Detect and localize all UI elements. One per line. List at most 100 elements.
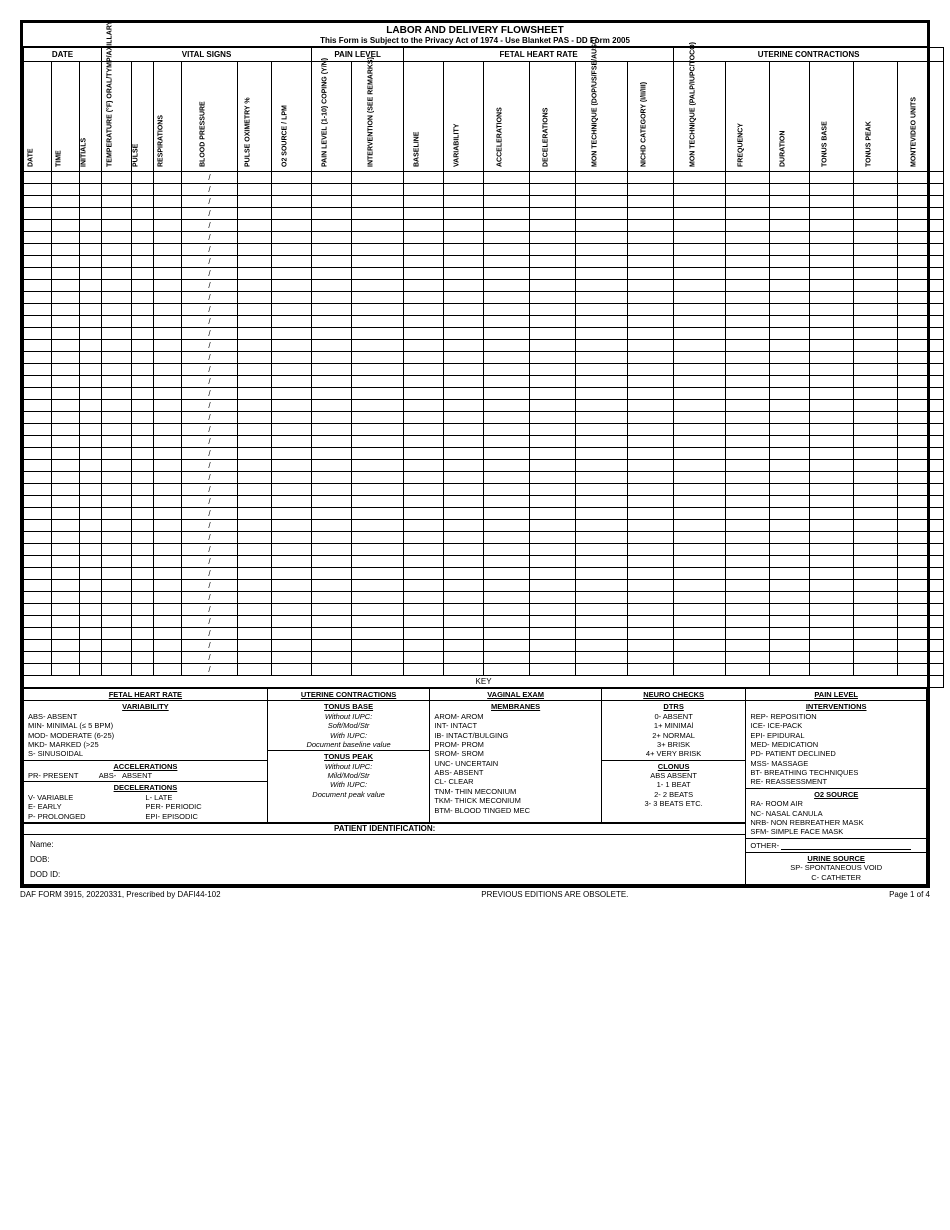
cell[interactable]: [404, 172, 444, 184]
cell[interactable]: [576, 208, 628, 220]
cell[interactable]: [102, 256, 132, 268]
cell[interactable]: [312, 364, 352, 376]
cell[interactable]: [770, 628, 810, 640]
cell[interactable]: [352, 412, 404, 424]
cell[interactable]: [312, 532, 352, 544]
cell[interactable]: [854, 400, 898, 412]
cell[interactable]: [898, 388, 944, 400]
cell[interactable]: [154, 340, 182, 352]
cell[interactable]: [726, 628, 770, 640]
cell[interactable]: [628, 184, 674, 196]
cell[interactable]: [628, 412, 674, 424]
cell[interactable]: [530, 436, 576, 448]
cell[interactable]: [484, 208, 530, 220]
cell[interactable]: [24, 232, 52, 244]
cell[interactable]: [810, 424, 854, 436]
cell[interactable]: [132, 640, 154, 652]
cell[interactable]: [484, 664, 530, 676]
cell[interactable]: [272, 388, 312, 400]
cell[interactable]: [674, 172, 726, 184]
cell[interactable]: [854, 256, 898, 268]
cell[interactable]: [674, 376, 726, 388]
cell[interactable]: [102, 592, 132, 604]
cell[interactable]: [352, 364, 404, 376]
cell[interactable]: [52, 376, 80, 388]
cell[interactable]: [810, 256, 854, 268]
cell[interactable]: [132, 304, 154, 316]
cell[interactable]: [854, 496, 898, 508]
cell[interactable]: [132, 268, 154, 280]
cell[interactable]: [726, 640, 770, 652]
cell[interactable]: [80, 628, 102, 640]
cell[interactable]: [52, 544, 80, 556]
cell[interactable]: [898, 280, 944, 292]
cell[interactable]: [628, 604, 674, 616]
cell[interactable]: [102, 604, 132, 616]
cell[interactable]: [854, 556, 898, 568]
cell[interactable]: [854, 196, 898, 208]
cell[interactable]: /: [182, 520, 238, 532]
cell[interactable]: [484, 244, 530, 256]
cell[interactable]: [898, 580, 944, 592]
cell[interactable]: [80, 508, 102, 520]
cell[interactable]: [898, 508, 944, 520]
cell[interactable]: [154, 352, 182, 364]
cell[interactable]: [404, 532, 444, 544]
cell[interactable]: [404, 364, 444, 376]
cell[interactable]: [484, 364, 530, 376]
cell[interactable]: [352, 508, 404, 520]
cell[interactable]: [674, 220, 726, 232]
cell[interactable]: [154, 520, 182, 532]
cell[interactable]: [726, 244, 770, 256]
cell[interactable]: [24, 580, 52, 592]
cell[interactable]: [530, 292, 576, 304]
cell[interactable]: [576, 292, 628, 304]
cell[interactable]: [854, 520, 898, 532]
cell[interactable]: [810, 496, 854, 508]
cell[interactable]: [102, 424, 132, 436]
cell[interactable]: [484, 436, 530, 448]
cell[interactable]: [770, 436, 810, 448]
cell[interactable]: [102, 448, 132, 460]
cell[interactable]: [674, 208, 726, 220]
cell[interactable]: [576, 568, 628, 580]
cell[interactable]: [238, 208, 272, 220]
cell[interactable]: [272, 424, 312, 436]
cell[interactable]: [628, 520, 674, 532]
cell[interactable]: [854, 640, 898, 652]
cell[interactable]: [352, 280, 404, 292]
cell[interactable]: [628, 496, 674, 508]
cell[interactable]: [80, 460, 102, 472]
cell[interactable]: [272, 580, 312, 592]
cell[interactable]: [154, 604, 182, 616]
cell[interactable]: [770, 316, 810, 328]
cell[interactable]: [132, 460, 154, 472]
cell[interactable]: [238, 652, 272, 664]
cell[interactable]: [726, 364, 770, 376]
cell[interactable]: [24, 412, 52, 424]
cell[interactable]: [352, 532, 404, 544]
cell[interactable]: [404, 580, 444, 592]
cell[interactable]: [80, 532, 102, 544]
data-row[interactable]: /: [24, 472, 944, 484]
cell[interactable]: [770, 364, 810, 376]
cell[interactable]: [898, 640, 944, 652]
data-row[interactable]: /: [24, 424, 944, 436]
cell[interactable]: [530, 244, 576, 256]
cell[interactable]: [898, 652, 944, 664]
cell[interactable]: [530, 280, 576, 292]
cell[interactable]: [238, 232, 272, 244]
cell[interactable]: [726, 316, 770, 328]
cell[interactable]: /: [182, 304, 238, 316]
cell[interactable]: [52, 568, 80, 580]
cell[interactable]: [352, 472, 404, 484]
cell[interactable]: [628, 436, 674, 448]
cell[interactable]: [312, 484, 352, 496]
cell[interactable]: [312, 436, 352, 448]
cell[interactable]: [726, 184, 770, 196]
cell[interactable]: [52, 400, 80, 412]
cell[interactable]: [404, 628, 444, 640]
cell[interactable]: [530, 340, 576, 352]
cell[interactable]: [312, 520, 352, 532]
cell[interactable]: [674, 244, 726, 256]
